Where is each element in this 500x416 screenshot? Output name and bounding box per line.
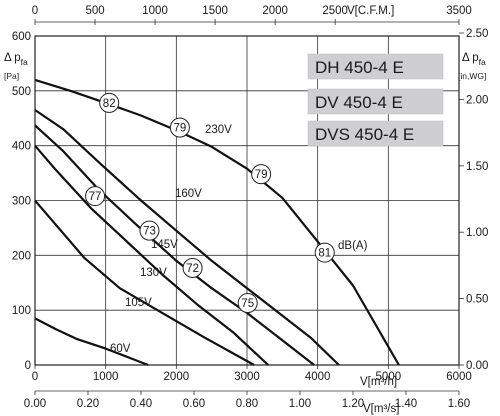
x-tick-label: 2000	[164, 371, 190, 383]
y-left-tick-label: 500	[12, 86, 31, 98]
db-unit-label: dB(A)	[338, 240, 368, 252]
voltage-label-145: 145V	[151, 239, 178, 251]
bottom-axis-m3s: 0.00 0.20 0.40 0.60 0.80 1.00 1.20 1.40 1.60	[24, 390, 470, 410]
x-bottom-axis-label: V[m³/h]	[360, 376, 397, 388]
x2-tick-label: 1.00	[289, 398, 311, 410]
performance-curves	[34, 78, 400, 367]
x-tick-label: 3000	[234, 371, 260, 383]
model-label-2: DV 450-4 E	[315, 93, 403, 112]
x2-tick-label: 1.20	[342, 398, 364, 410]
y-right-axis-label: Δ pfa [in,WG]	[458, 52, 486, 81]
db-marker-label: 77	[89, 191, 102, 203]
db-marker-circle	[139, 220, 160, 241]
x-tick-label: 6000	[446, 371, 472, 383]
model-box-3	[307, 120, 444, 147]
y-right-tick-label: 0.50	[466, 294, 488, 306]
model-label-3: DVS 450-4 E	[315, 125, 414, 144]
x2-tick-label: 0.40	[130, 398, 152, 410]
x-top-tick-label: 2500	[322, 5, 348, 17]
db-marker-circle	[237, 293, 258, 314]
svg-text:Δ pfa: Δ pfa	[462, 52, 486, 67]
voltage-label-130: 130V	[140, 267, 167, 279]
db-marker-circle	[85, 186, 106, 207]
x2-tick-label: 0.60	[183, 398, 205, 410]
y-right-tick-label: 0.00	[466, 360, 488, 372]
voltage-label-60: 60V	[110, 343, 131, 355]
y-right-tick-label: 1.00	[466, 227, 488, 239]
y-right-tick-label: 1.50	[466, 161, 488, 173]
db-marker-label: 75	[241, 298, 254, 310]
db-marker-label: 79	[173, 123, 186, 135]
left-axis-pa: 0 100 200 300 400 500 600	[12, 31, 31, 372]
db-marker-label: 79	[255, 169, 268, 181]
db-marker-label: 82	[103, 98, 116, 110]
db-markers: 82 79 79 81 77 73 72 75	[85, 92, 335, 314]
curve-60V	[34, 317, 149, 367]
x2-tick-label: 1.40	[395, 398, 417, 410]
x2-tick-label: 0.00	[24, 398, 46, 410]
db-marker-label: 72	[186, 263, 199, 275]
x-tick-label: 0	[32, 371, 38, 383]
x-tick-label: 1000	[93, 371, 119, 383]
db-marker-circle	[169, 117, 190, 138]
y-left-symbol: Δ p	[4, 52, 21, 64]
x-top-axis-label: V[C.F.M.]	[347, 5, 394, 17]
y-left-tick-label: 100	[12, 305, 31, 317]
x-top-tick-label: 1500	[202, 5, 228, 17]
x2-tick-label: 0.80	[236, 398, 258, 410]
curve-105V	[34, 199, 255, 366]
model-legend: DH 450-4 E DV 450-4 E DVS 450-4 E	[307, 53, 444, 147]
x-top-tick-label: 500	[85, 5, 104, 17]
curve-145V	[34, 124, 315, 366]
y-right-tick-label: 2.00	[466, 94, 488, 106]
y-left-subscript: fa	[21, 57, 28, 67]
db-marker-circle	[99, 92, 120, 113]
x-top-tick-label: 1000	[142, 5, 168, 17]
db-marker-label: 81	[318, 248, 331, 260]
y-right-symbol: Δ p	[462, 52, 479, 64]
plot-frame	[34, 35, 460, 366]
y-left-axis-label: Δ pfa [Pa]	[4, 52, 28, 81]
voltage-label-230: 230V	[205, 124, 232, 136]
right-axis-inwg: 0.00 0.50 1.00 1.50 2.00 2.50	[459, 28, 488, 372]
svg-text:Δ pfa: Δ pfa	[4, 52, 28, 67]
y-left-tick-label: 0	[25, 360, 31, 372]
model-label-1: DH 450-4 E	[315, 58, 404, 77]
top-axis-cfm: 0 500 1000 1500 2000 2500 3500	[32, 5, 472, 25]
model-box-2	[307, 88, 444, 115]
y-left-tick-label: 400	[12, 141, 31, 153]
y-left-tick-label: 200	[12, 250, 31, 262]
y-left-unit: [Pa]	[4, 71, 19, 81]
db-marker-circle	[314, 242, 335, 263]
bottom-axis-m3h: 0 1000 2000 3000 4000 5000 6000	[32, 365, 472, 383]
x-top-tick-label: 2000	[262, 5, 288, 17]
db-marker-circle	[251, 164, 272, 185]
x-top-tick-label: 3500	[446, 5, 472, 17]
curve-160V	[34, 109, 340, 366]
y-left-tick-label: 300	[12, 196, 31, 208]
y-right-subscript: fa	[479, 57, 486, 67]
x-top-tick-label: 0	[32, 5, 38, 17]
x2-tick-label: 0.20	[77, 398, 99, 410]
x-tick-label: 4000	[305, 371, 331, 383]
y-right-tick-label: 2.50	[466, 28, 488, 40]
y-right-unit: [in,WG]	[458, 71, 486, 81]
y-left-tick-label: 600	[12, 31, 31, 43]
model-box-1	[307, 53, 444, 80]
curve-130V	[34, 144, 269, 366]
voltage-label-160: 160V	[175, 188, 202, 200]
x-bottom2-axis-label: V[m³/s]	[363, 403, 399, 415]
db-marker-circle	[182, 257, 203, 278]
x2-tick-label: 1.60	[448, 398, 470, 410]
voltage-label-105: 105V	[125, 297, 152, 309]
db-marker-label: 73	[143, 226, 156, 238]
x-tick-label: 5000	[376, 371, 402, 383]
